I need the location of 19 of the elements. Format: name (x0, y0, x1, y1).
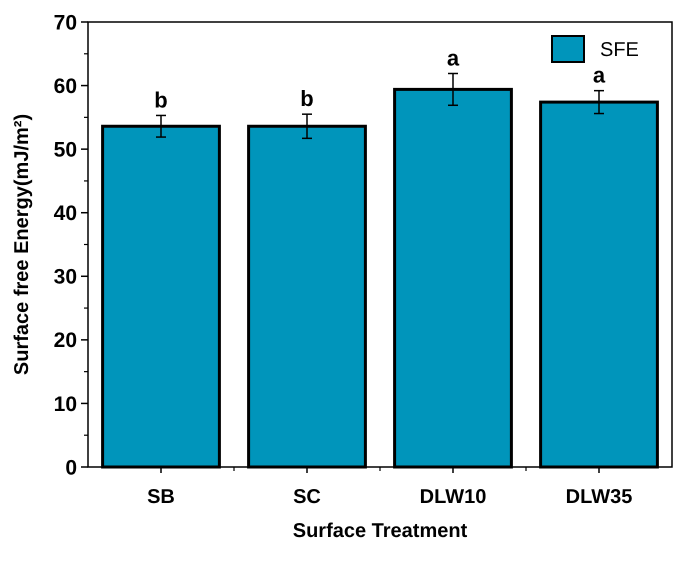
y-tick-label: 40 (54, 202, 77, 226)
legend-label: SFE (600, 39, 639, 61)
annotation: a (592, 62, 606, 88)
x-tick-label: DLW10 (420, 486, 486, 508)
x-tick-label: SC (293, 486, 321, 508)
x-axis-title: Surface Treatment (292, 520, 468, 542)
y-axis-title: Surface free Energy(mJ/m²) (11, 114, 33, 376)
y-tick-label: 60 (54, 74, 77, 98)
annotation: b (300, 86, 314, 112)
y-tick-label: 30 (54, 266, 77, 289)
y-tick-label: 70 (54, 11, 77, 34)
y-tick-label: 0 (65, 456, 77, 480)
y-tick-label: 50 (54, 138, 77, 162)
annotation: a (446, 45, 460, 70)
y-tick-label: 10 (54, 392, 77, 416)
annotation: b (154, 87, 168, 112)
x-tick-label: SB (147, 486, 175, 508)
x-tick-label: DLW35 (566, 486, 632, 508)
y-tick-label: 20 (54, 329, 77, 352)
